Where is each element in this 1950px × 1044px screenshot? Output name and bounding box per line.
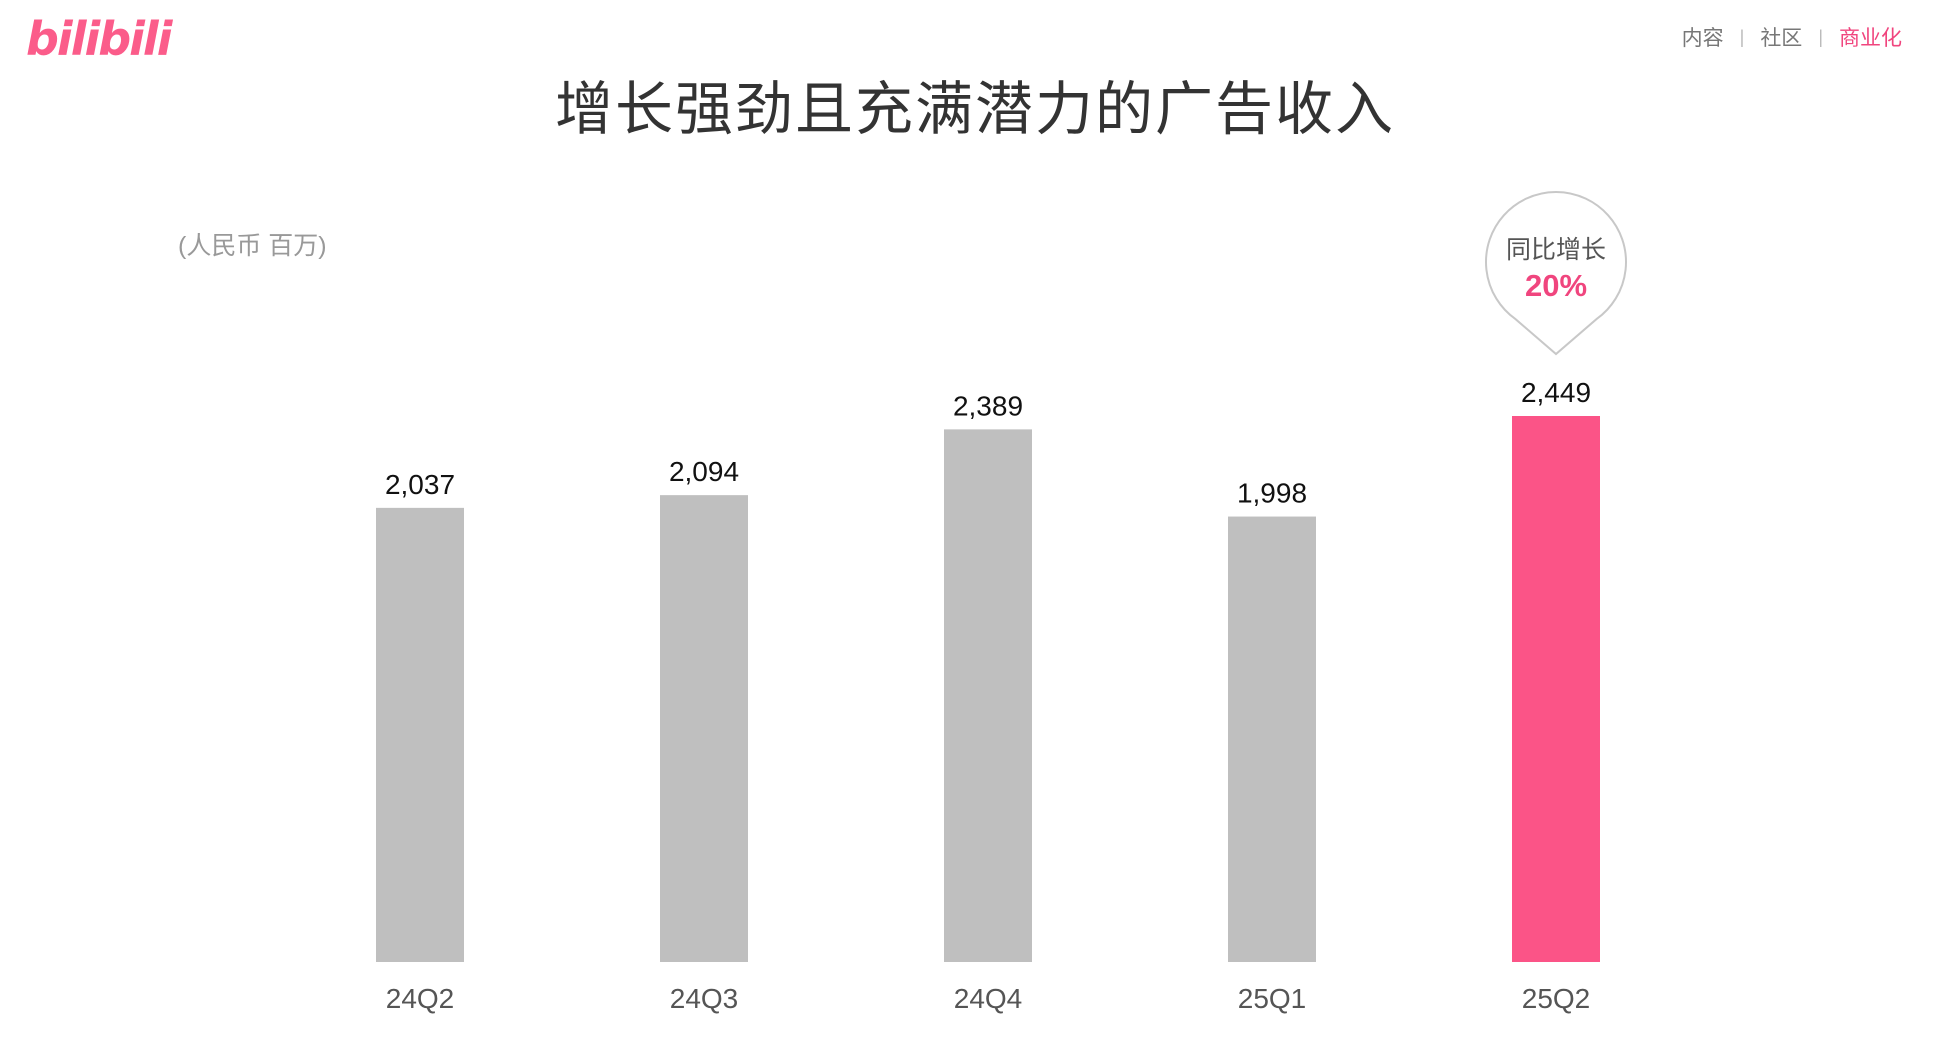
nav-item-community[interactable]: 社区 bbox=[1760, 27, 1803, 50]
bilibili-logo[interactable]: bilibili bbox=[26, 12, 172, 66]
nav-divider: | bbox=[1818, 26, 1823, 47]
value-label: 2,449 bbox=[1521, 377, 1591, 408]
callout-bubble bbox=[1485, 191, 1627, 356]
bar-24q3 bbox=[660, 495, 748, 962]
category-label: 24Q3 bbox=[670, 983, 739, 1014]
nav-item-commercialization[interactable]: 商业化 bbox=[1839, 27, 1902, 50]
nav-divider: | bbox=[1739, 26, 1745, 47]
nav-item-content[interactable]: 内容 bbox=[1681, 27, 1724, 50]
value-label: 2,094 bbox=[669, 456, 739, 487]
bar-25q1 bbox=[1228, 516, 1316, 962]
category-label: 24Q2 bbox=[386, 983, 455, 1014]
bar-24q2 bbox=[376, 507, 464, 962]
page-title: 增长强劲且充满潜力的广告收入 bbox=[554, 77, 1395, 142]
callout-value: 20% bbox=[1525, 268, 1587, 303]
top-nav: 内容 | 社区 | 商业化 bbox=[1682, 22, 1902, 52]
category-label: 25Q1 bbox=[1238, 983, 1307, 1014]
category-label: 25Q2 bbox=[1522, 983, 1591, 1014]
category-label: 24Q4 bbox=[954, 983, 1023, 1014]
value-label: 2,389 bbox=[953, 390, 1023, 421]
value-label: 1,998 bbox=[1237, 478, 1307, 509]
value-label: 2,037 bbox=[385, 469, 455, 500]
callout-label: 同比增长 bbox=[1506, 236, 1606, 264]
bar-24q4 bbox=[944, 429, 1032, 962]
unit-label: (人民币 百万) bbox=[178, 232, 327, 260]
bar-25q2 bbox=[1512, 416, 1600, 962]
